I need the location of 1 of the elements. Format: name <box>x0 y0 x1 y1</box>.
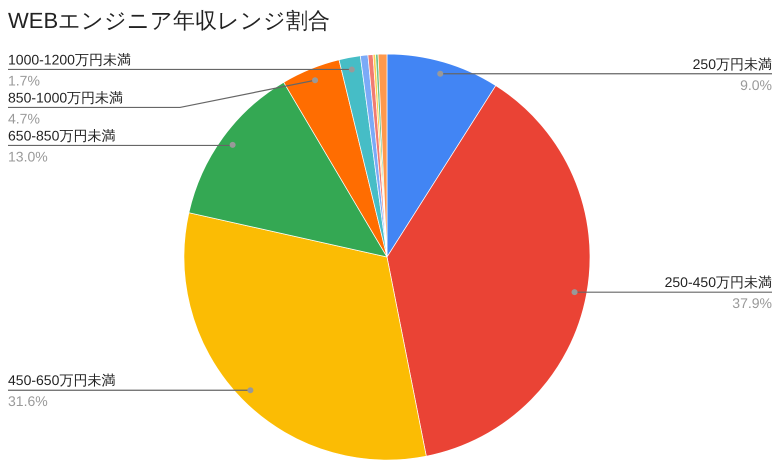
title: WEBエンジニア年収レンジ割合 <box>8 8 330 33</box>
